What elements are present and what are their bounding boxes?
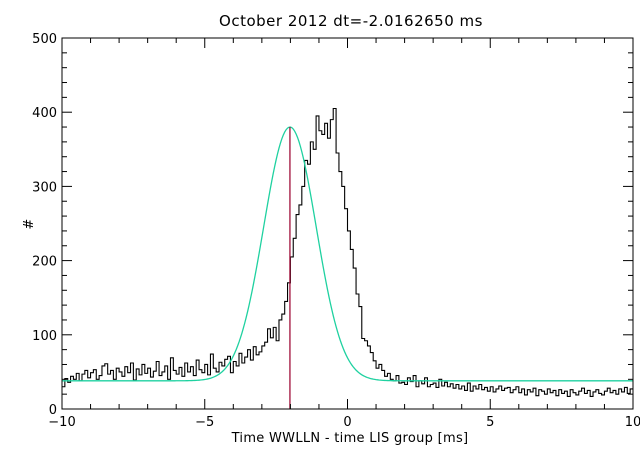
y-axis-label: #: [22, 218, 37, 229]
y-tick-label: 0: [49, 403, 57, 418]
y-tick-label: 100: [32, 329, 57, 344]
chart-title: October 2012 dt=-2.0162650 ms: [219, 12, 483, 30]
x-tick-label: −5: [195, 415, 214, 430]
y-tick-label: 300: [32, 180, 57, 195]
y-tick-label: 200: [32, 255, 57, 270]
x-tick-label: −10: [48, 415, 75, 430]
x-tick-label: 0: [343, 415, 351, 430]
gaussian-fit-curve: [62, 126, 633, 382]
y-tick-label: 400: [32, 106, 57, 121]
x-axis-label: Time WWLLN - time LIS group [ms]: [231, 431, 469, 446]
y-tick-label: 500: [32, 32, 57, 47]
x-tick-label: 10: [625, 415, 640, 430]
histogram-series: [62, 107, 633, 397]
x-tick-label: 5: [486, 415, 494, 430]
